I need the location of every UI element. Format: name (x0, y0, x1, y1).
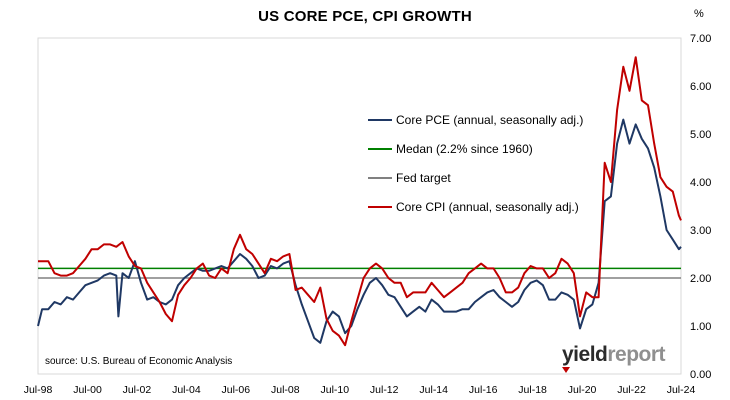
y-tick-label: 4.00 (690, 177, 711, 189)
x-tick-label: Jul-24 (667, 384, 696, 396)
series-line-core-pce-annual-seasonally-adj (37, 118, 682, 344)
x-tick-label: Jul-12 (370, 384, 399, 396)
x-tick-label: Jul-04 (172, 384, 201, 396)
logo-text-report: report (607, 343, 666, 366)
logo-tick-mark (562, 367, 570, 373)
legend: Core PCE (annual, seasonally adj.) Medan … (368, 113, 583, 214)
chart-title: US CORE PCE, CPI GROWTH (258, 8, 472, 25)
y-tick-label: 6.00 (690, 81, 711, 93)
yieldreport-logo: yieldreport (562, 343, 666, 373)
y-tick-label: 7.00 (690, 33, 711, 45)
y-tick-label: 2.00 (690, 273, 711, 285)
y-tick-label: 0.00 (690, 369, 711, 381)
x-tick-label: Jul-00 (73, 384, 102, 396)
series-layer (37, 56, 682, 347)
plot-area-frame (37, 37, 682, 375)
source-note: source: U.S. Bureau of Economic Analysis (45, 356, 233, 367)
y-tick-label: 3.00 (690, 225, 711, 237)
y-axis-unit-label: % (694, 8, 704, 20)
y-tick-label: 1.00 (690, 321, 711, 333)
legend-label-core-pce-annual-seasonally-adj: Core PCE (annual, seasonally adj.) (396, 113, 583, 127)
series-line-core-cpi-annual-seasonally-adj (38, 56, 682, 347)
x-tick-label: Jul-10 (320, 384, 349, 396)
legend-label-core-cpi-annual-seasonally-adj: Core CPI (annual, seasonally adj.) (396, 200, 579, 214)
logo-text-yield: yield (562, 343, 608, 366)
x-tick-label: Jul-98 (24, 384, 53, 396)
x-tick-label: Jul-22 (617, 384, 646, 396)
x-axis-ticks: Jul-98 Jul-00 Jul-02 Jul-04 Jul-06 Jul-08 Jul-… (24, 384, 696, 396)
x-tick-label: Jul-02 (123, 384, 152, 396)
y-axis-ticks: 0.00 1.00 2.00 3.00 4.00 5.00 6.00 7.00 (690, 33, 711, 381)
x-tick-label: Jul-20 (568, 384, 597, 396)
y-tick-label: 5.00 (690, 129, 711, 141)
x-tick-label: Jul-14 (419, 384, 448, 396)
x-tick-label: Jul-06 (221, 384, 250, 396)
x-tick-label: Jul-18 (518, 384, 547, 396)
x-tick-label: Jul-16 (469, 384, 498, 396)
legend-label-fed-target: Fed target (396, 171, 451, 185)
legend-label-medan-2-2-since-1960: Medan (2.2% since 1960) (396, 142, 533, 156)
x-tick-label: Jul-08 (271, 384, 300, 396)
